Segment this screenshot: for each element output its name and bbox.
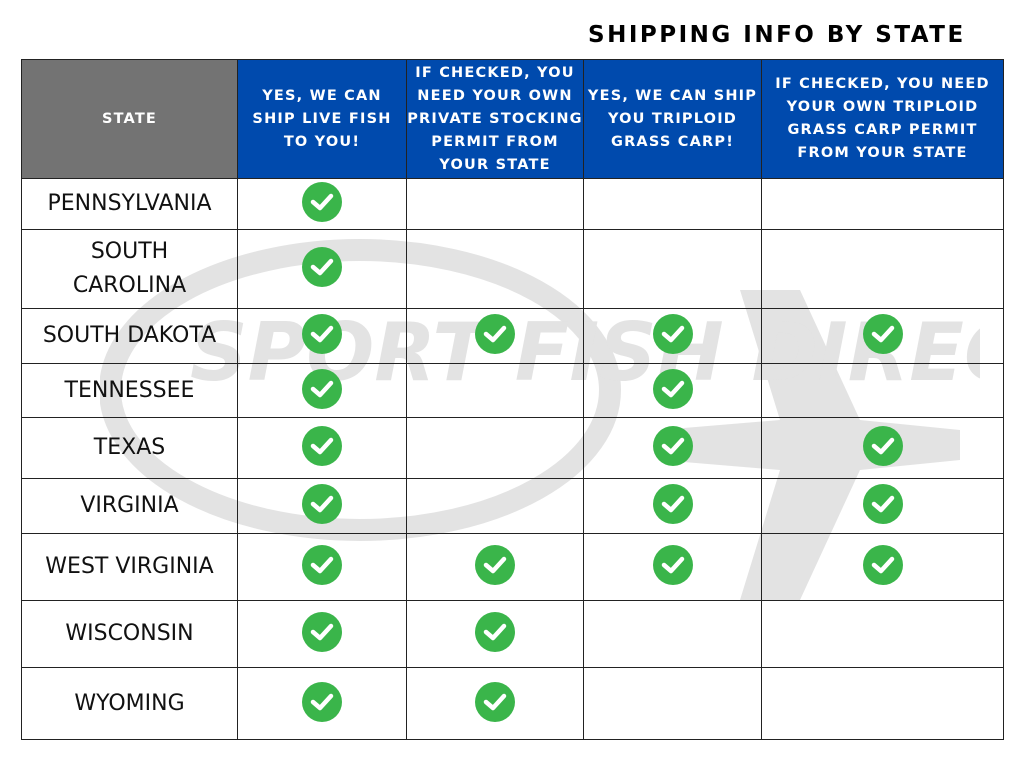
check-cell <box>583 417 762 479</box>
check-cell <box>237 600 407 668</box>
check-cell <box>406 229 584 309</box>
check-cell <box>237 308 407 364</box>
page-title: SHIPPING INFO BY STATE <box>588 22 966 48</box>
table-row: SOUTH CAROLINA <box>21 229 1004 309</box>
checkmark-icon <box>302 545 342 585</box>
check-cell <box>237 178 407 230</box>
check-cell <box>237 533 407 601</box>
check-cell <box>761 478 1004 534</box>
check-cell <box>761 417 1004 479</box>
checkmark-icon <box>302 182 342 222</box>
table-row: WYOMING <box>21 667 1004 740</box>
check-cell <box>761 229 1004 309</box>
table-row: WEST VIRGINIA <box>21 533 1004 601</box>
checkmark-icon <box>652 426 693 466</box>
check-cell <box>237 417 407 479</box>
state-name: WYOMING <box>21 667 238 740</box>
state-name: PENNSYLVANIA <box>21 178 238 230</box>
column-header-ship-grass-carp: YES, WE CAN SHIP YOU TRIPLOID GRASS CARP… <box>583 59 762 179</box>
check-cell <box>583 600 762 668</box>
check-cell <box>761 363 1004 418</box>
check-cell <box>583 533 762 601</box>
table-row: TEXAS <box>21 417 1004 479</box>
checkmark-icon <box>475 545 515 585</box>
checkmark-icon <box>862 426 903 466</box>
checkmark-icon <box>862 314 903 354</box>
column-header-grass-carp-permit: IF CHECKED, YOU NEED YOUR OWN TRIPLOID G… <box>761 59 1004 179</box>
check-cell <box>583 478 762 534</box>
checkmark-icon <box>302 681 342 722</box>
checkmark-icon <box>302 368 342 409</box>
checkmark-icon <box>302 426 342 466</box>
check-cell <box>406 533 584 601</box>
check-cell <box>583 229 762 309</box>
column-header-state: STATE <box>21 59 238 179</box>
state-name: TEXAS <box>21 417 238 479</box>
header-row: STATE YES, WE CAN SHIP LIVE FISH TO YOU!… <box>21 59 1004 179</box>
checkmark-icon <box>652 545 693 585</box>
checkmark-icon <box>652 368 693 409</box>
table-row: WISCONSIN <box>21 600 1004 668</box>
checkmark-icon <box>302 484 342 524</box>
checkmark-icon <box>652 314 693 354</box>
check-cell <box>583 667 762 740</box>
column-header-stocking-permit: IF CHECKED, YOU NEED YOUR OWN PRIVATE ST… <box>406 59 584 179</box>
check-cell <box>761 178 1004 230</box>
check-cell <box>583 178 762 230</box>
state-name: WEST VIRGINIA <box>21 533 238 601</box>
state-name: SOUTH CAROLINA <box>21 229 238 309</box>
check-cell <box>237 229 407 309</box>
check-cell <box>406 363 584 418</box>
checkmark-icon <box>862 545 903 585</box>
checkmark-icon <box>302 612 342 652</box>
checkmark-icon <box>475 612 515 652</box>
shipping-table: STATE YES, WE CAN SHIP LIVE FISH TO YOU!… <box>21 59 1004 740</box>
check-cell <box>761 667 1004 740</box>
check-cell <box>761 308 1004 364</box>
check-cell <box>761 600 1004 668</box>
state-name: TENNESSEE <box>21 363 238 418</box>
check-cell <box>237 363 407 418</box>
checkmark-icon <box>862 484 903 524</box>
check-cell <box>406 667 584 740</box>
checkmark-icon <box>652 484 693 524</box>
checkmark-icon <box>302 314 342 354</box>
column-header-ship-live-fish: YES, WE CAN SHIP LIVE FISH TO YOU! <box>237 59 407 179</box>
check-cell <box>406 417 584 479</box>
checkmark-icon <box>302 247 342 287</box>
checkmark-icon <box>475 314 515 354</box>
check-cell <box>761 533 1004 601</box>
checkmark-icon <box>475 681 515 722</box>
table-row: PENNSYLVANIA <box>21 178 1004 230</box>
state-name: VIRGINIA <box>21 478 238 534</box>
check-cell <box>583 308 762 364</box>
check-cell <box>237 667 407 740</box>
state-name: SOUTH DAKOTA <box>21 308 238 364</box>
table-row: SOUTH DAKOTA <box>21 308 1004 364</box>
check-cell <box>406 600 584 668</box>
check-cell <box>237 478 407 534</box>
check-cell <box>583 363 762 418</box>
check-cell <box>406 478 584 534</box>
table-row: TENNESSEE <box>21 363 1004 418</box>
state-name: WISCONSIN <box>21 600 238 668</box>
check-cell <box>406 178 584 230</box>
table-row: VIRGINIA <box>21 478 1004 534</box>
check-cell <box>406 308 584 364</box>
